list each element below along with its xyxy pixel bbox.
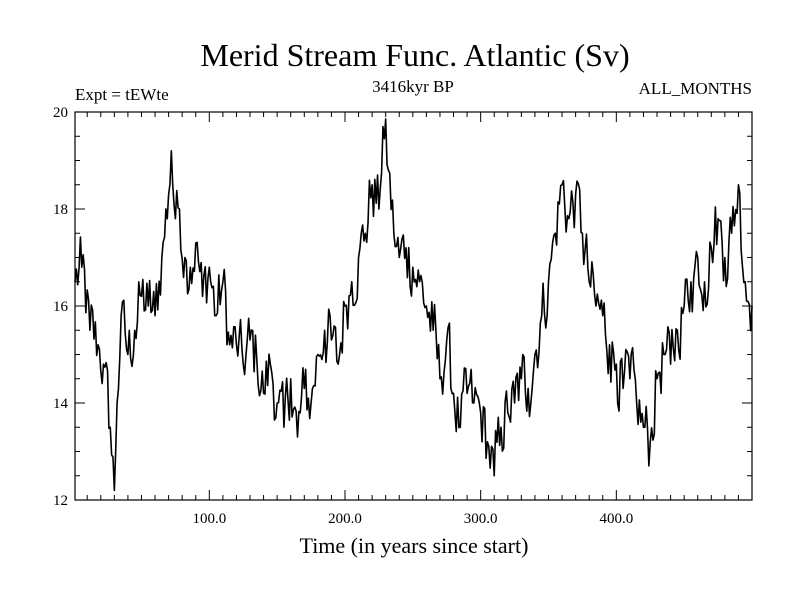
axis-tick-labels: 100.0 200.0 300.0 400.0 12 14 16 18 20 bbox=[53, 105, 633, 527]
x-axis-label: Time (in years since start) bbox=[300, 533, 529, 558]
subtitle-right: ALL_MONTHS bbox=[639, 79, 752, 98]
y-tick-label: 16 bbox=[53, 299, 69, 315]
subtitle-center: 3416kyr BP bbox=[372, 77, 454, 96]
subtitle-left: Expt = tEWte bbox=[75, 85, 169, 104]
y-tick-label: 20 bbox=[53, 105, 68, 121]
x-tick-label: 100.0 bbox=[192, 511, 226, 527]
x-tick-label: 300.0 bbox=[464, 511, 498, 527]
series-group bbox=[74, 118, 753, 492]
y-tick-label: 14 bbox=[53, 396, 69, 412]
y-tick-label: 18 bbox=[53, 202, 68, 218]
plot-frame bbox=[74, 111, 753, 501]
x-tick-label: 400.0 bbox=[599, 511, 633, 527]
series-line bbox=[74, 118, 753, 492]
x-tick-label: 200.0 bbox=[328, 511, 362, 527]
y-tick-label: 12 bbox=[53, 493, 68, 509]
chart-title: Merid Stream Func. Atlantic (Sv) bbox=[200, 37, 629, 73]
